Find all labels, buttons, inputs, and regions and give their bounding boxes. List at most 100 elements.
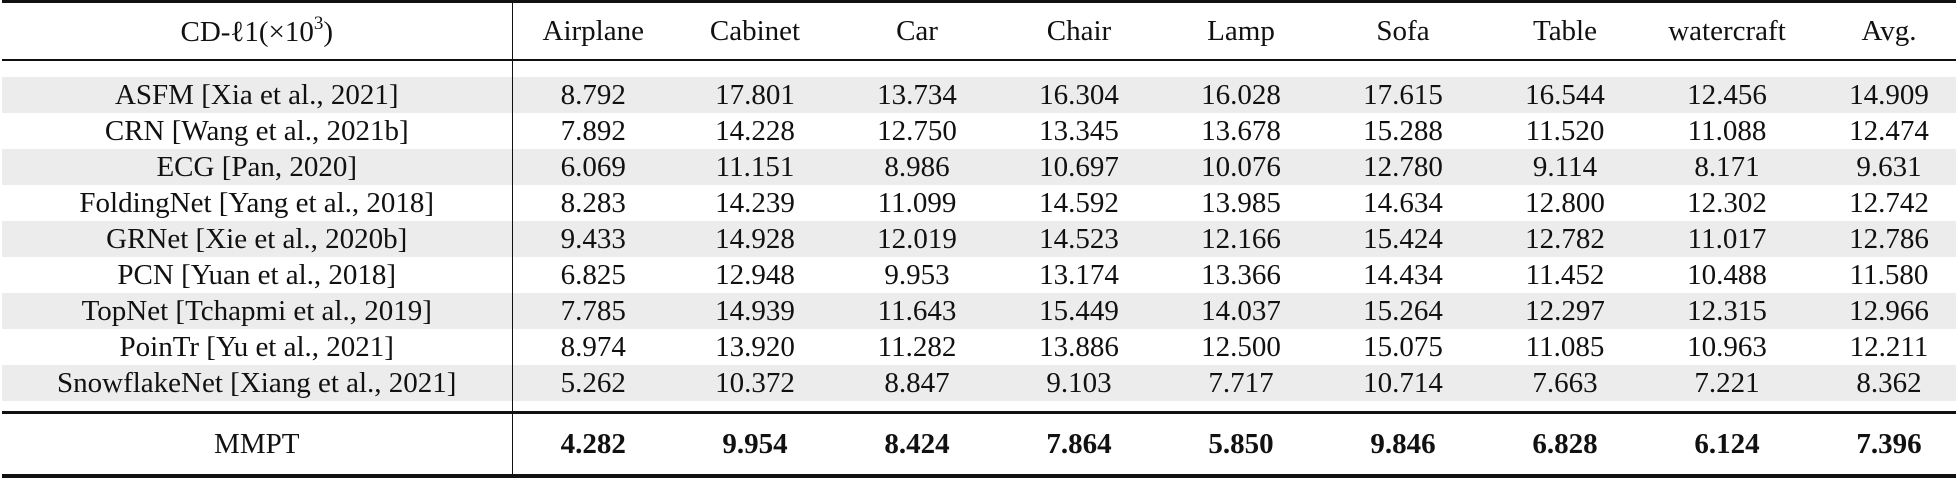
value-cell: 12.297 (1484, 293, 1646, 329)
column-header: Avg. (1808, 0, 1956, 61)
column-header: Lamp (1160, 0, 1322, 61)
value-cell: 10.372 (674, 365, 836, 401)
metric-label: CD-ℓ1(×10 (180, 16, 314, 48)
value-cell: 13.886 (1039, 330, 1119, 363)
table-row: TopNet [Tchapmi et al., 2019] 7.785 14.939… (2, 293, 1956, 329)
value-cell: 12.500 (1201, 330, 1281, 363)
column-header: watercraft (1646, 0, 1808, 61)
value-cell: 13.920 (715, 330, 795, 363)
value-cell: 10.963 (1687, 330, 1767, 363)
metric-suffix: ) (323, 16, 334, 48)
value-cell: 14.592 (1039, 186, 1119, 219)
value-cell: 12.166 (1160, 221, 1322, 257)
table-row: ECG [Pan, 2020] 6.069 11.151 8.986 10.697 10.… (2, 149, 1956, 185)
value-cell: 15.075 (1363, 330, 1443, 363)
table-row: PoinTr [Yu et al., 2021] 8.974 13.920 11.28… (2, 329, 1956, 365)
value-cell: 6.828 (1484, 411, 1646, 478)
value-cell: 7.717 (1160, 365, 1322, 401)
value-cell: 10.076 (1160, 149, 1322, 185)
value-cell: 7.221 (1646, 365, 1808, 401)
value-cell: 17.801 (674, 77, 836, 113)
table-row: CRN [Wang et al., 2021b] 7.892 14.228 12.75… (2, 113, 1956, 149)
value-cell: 12.456 (1646, 77, 1808, 113)
table-row: FoldingNet [Yang et al., 2018] 8.283 14.23… (2, 185, 1956, 221)
value-cell: 14.037 (1160, 293, 1322, 329)
value-cell: 16.304 (998, 77, 1160, 113)
value-cell: 11.085 (1525, 330, 1605, 363)
value-cell: 14.909 (1808, 77, 1956, 113)
value-cell: 11.151 (674, 149, 836, 185)
column-header: Car (836, 0, 998, 61)
method-name: TopNet [Tchapmi et al., 2019] (2, 293, 513, 329)
value-cell: 13.366 (1201, 258, 1281, 291)
column-header: Cabinet (674, 0, 836, 61)
method-name: SnowflakeNet [Xiang et al., 2021] (2, 365, 513, 401)
value-cell: 6.124 (1646, 411, 1808, 478)
value-cell: 13.678 (1201, 114, 1281, 147)
value-cell: 10.697 (998, 149, 1160, 185)
value-cell: 7.785 (512, 293, 674, 329)
table-row: SnowflakeNet [Xiang et al., 2021] 5.262 10… (2, 365, 1956, 401)
table-row: PCN [Yuan et al., 2018] 6.825 12.948 9.953 1… (2, 257, 1956, 293)
value-cell: 12.315 (1646, 293, 1808, 329)
value-cell: 7.864 (998, 411, 1160, 478)
method-name: CRN [Wang et al., 2021b] (2, 113, 513, 149)
value-cell: 12.782 (1484, 221, 1646, 257)
value-cell: 12.786 (1808, 221, 1956, 257)
value-cell: 16.028 (1160, 77, 1322, 113)
value-cell: 11.452 (1525, 258, 1605, 291)
value-cell: 8.424 (836, 411, 998, 478)
value-cell: 15.449 (998, 293, 1160, 329)
value-cell: 5.850 (1160, 411, 1322, 478)
value-cell: 4.282 (512, 411, 674, 478)
value-cell: 14.239 (715, 186, 795, 219)
spacer-row (2, 60, 1956, 77)
value-cell: 6.069 (512, 149, 674, 185)
column-header: Chair (998, 0, 1160, 61)
value-cell: 11.282 (877, 330, 957, 363)
value-cell: 12.780 (1322, 149, 1484, 185)
column-header: Airplane (512, 0, 674, 61)
value-cell: 12.750 (877, 114, 957, 147)
value-cell: 9.953 (884, 258, 950, 291)
value-cell: 11.643 (836, 293, 998, 329)
value-cell: 6.825 (560, 258, 626, 291)
metric-exponent: 3 (313, 13, 324, 34)
method-name: MMPT (2, 411, 513, 478)
value-cell: 9.114 (1484, 149, 1646, 185)
method-name: GRNet [Xie et al., 2020b] (2, 221, 513, 257)
value-cell: 14.939 (674, 293, 836, 329)
value-cell: 10.488 (1687, 258, 1767, 291)
value-cell: 14.228 (715, 114, 795, 147)
value-cell: 11.099 (877, 186, 957, 219)
method-name: PoinTr [Yu et al., 2021] (2, 329, 513, 365)
table-row: ASFM [Xia et al., 2021] 8.792 17.801 13.734… (2, 77, 1956, 113)
value-cell: 12.474 (1849, 114, 1929, 147)
value-cell: 12.019 (836, 221, 998, 257)
value-cell: 7.892 (560, 114, 626, 147)
method-name: ASFM [Xia et al., 2021] (2, 77, 513, 113)
value-cell: 5.262 (512, 365, 674, 401)
metric-header: CD-ℓ1(×103) (2, 0, 513, 61)
value-cell: 9.846 (1322, 411, 1484, 478)
value-cell: 11.580 (1849, 258, 1929, 291)
value-cell: 15.288 (1363, 114, 1443, 147)
method-name: FoldingNet [Yang et al., 2018] (2, 185, 513, 221)
value-cell: 8.986 (836, 149, 998, 185)
value-cell: 17.615 (1322, 77, 1484, 113)
value-cell: 9.103 (998, 365, 1160, 401)
value-cell: 15.424 (1322, 221, 1484, 257)
value-cell: 8.362 (1808, 365, 1956, 401)
value-cell: 14.523 (998, 221, 1160, 257)
gap-row (2, 401, 1956, 413)
value-cell: 11.017 (1646, 221, 1808, 257)
value-cell: 8.974 (560, 330, 626, 363)
value-cell: 9.433 (512, 221, 674, 257)
column-header: Sofa (1322, 0, 1484, 61)
method-name: ECG [Pan, 2020] (2, 149, 513, 185)
value-cell: 12.966 (1808, 293, 1956, 329)
value-cell: 16.544 (1484, 77, 1646, 113)
value-cell: 10.714 (1322, 365, 1484, 401)
value-cell: 15.264 (1322, 293, 1484, 329)
